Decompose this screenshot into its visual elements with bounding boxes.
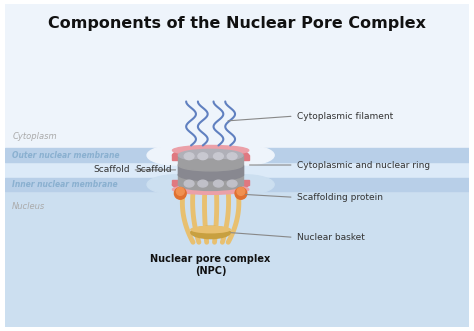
Circle shape [235,187,247,199]
Ellipse shape [178,149,243,161]
Circle shape [174,187,186,199]
Ellipse shape [198,153,208,160]
Text: Cytoplasmic filament: Cytoplasmic filament [297,112,393,120]
Ellipse shape [184,180,194,187]
Bar [5,148,469,162]
Text: Components of the Nuclear Pore Complex: Components of the Nuclear Pore Complex [48,16,426,31]
Ellipse shape [178,169,243,181]
Ellipse shape [173,185,249,194]
Text: Scaffold: Scaffold [94,166,130,174]
Ellipse shape [178,159,243,171]
Text: Scaffold: Scaffold [136,166,172,174]
Ellipse shape [147,145,206,165]
Ellipse shape [216,145,274,165]
Bar [178,165,243,175]
Bar [173,155,249,160]
Ellipse shape [178,179,243,190]
Bar [173,180,249,185]
Text: Outer nuclear membrane: Outer nuclear membrane [12,151,119,160]
Circle shape [176,187,184,195]
Ellipse shape [227,153,237,160]
Ellipse shape [190,226,231,239]
Ellipse shape [216,175,274,194]
Ellipse shape [227,180,237,187]
Text: Nuclear basket: Nuclear basket [297,233,365,242]
Ellipse shape [147,175,206,194]
Bar [5,178,469,191]
Bar [178,155,243,185]
Text: Inner nuclear membrane: Inner nuclear membrane [12,180,118,189]
Ellipse shape [214,180,223,187]
Ellipse shape [173,145,249,155]
Bar [5,4,469,148]
Ellipse shape [173,177,249,192]
Circle shape [237,187,245,195]
Ellipse shape [214,153,223,160]
Bar [5,191,469,327]
Text: Cytoplasmic and nuclear ring: Cytoplasmic and nuclear ring [297,161,430,169]
Text: Scaffolding protein: Scaffolding protein [297,193,383,202]
Ellipse shape [198,180,208,187]
Ellipse shape [184,153,194,160]
Text: Cytoplasm: Cytoplasm [12,132,57,141]
Ellipse shape [173,148,249,163]
Text: Nuclear pore complex
(NPC): Nuclear pore complex (NPC) [150,254,271,276]
Bar [5,162,469,178]
Ellipse shape [190,226,231,233]
Text: Nucleus: Nucleus [12,202,46,211]
